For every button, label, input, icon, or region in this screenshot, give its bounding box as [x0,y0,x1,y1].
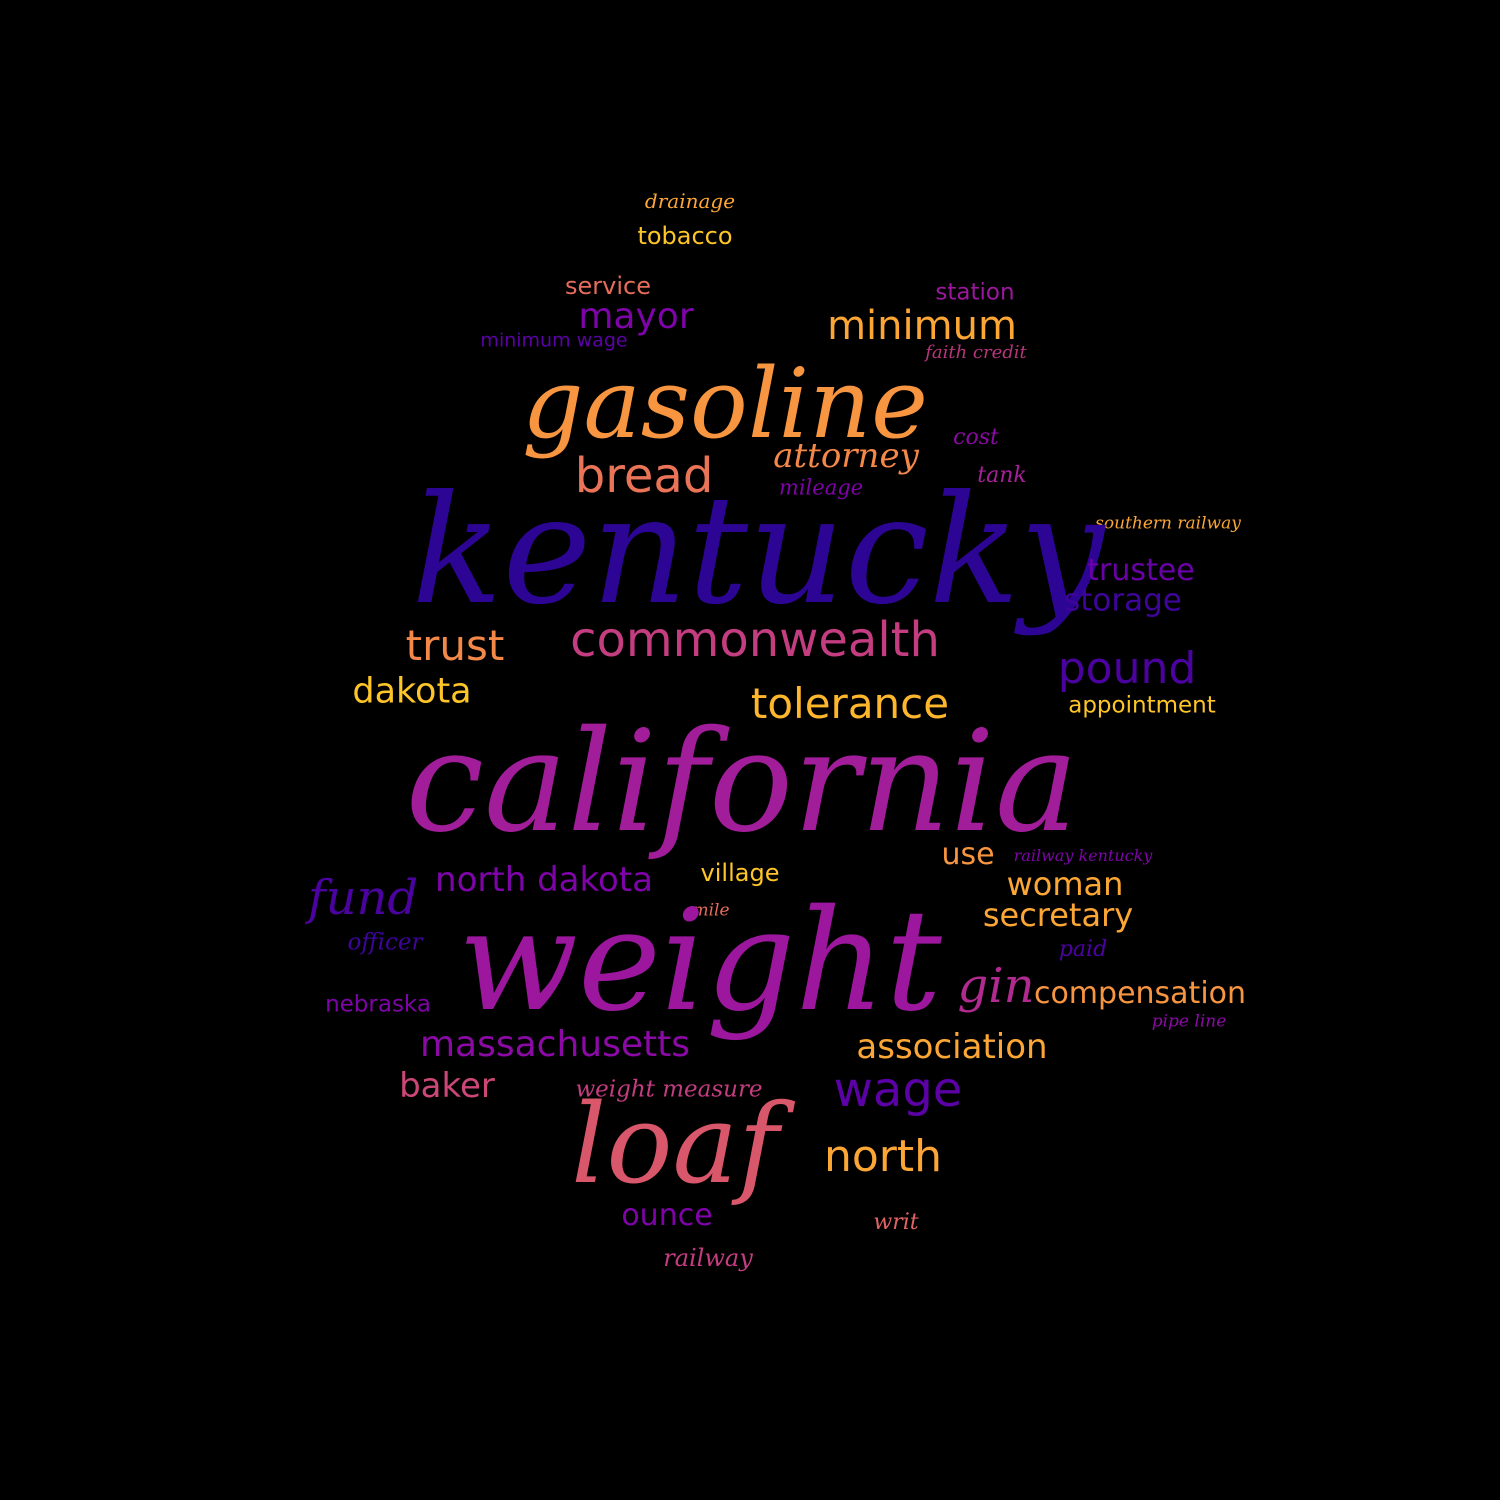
word-massachusetts: massachusetts [419,1024,691,1065]
word-woman: woman [1006,865,1124,903]
word-faith-credit: faith credit [925,342,1027,363]
word-mayor: mayor [578,296,694,337]
word-nebraska: nebraska [325,991,431,1018]
word-wage: wage [833,1062,963,1118]
word-fund: fund [307,870,419,926]
word-paid: paid [1058,937,1108,962]
word-ounce: ounce [621,1198,713,1233]
word-trust: trust [405,621,505,670]
word-cost: cost [953,425,999,450]
word-tobacco: tobacco [637,222,733,250]
word-association: association [856,1027,1048,1067]
word-station: station [935,279,1015,306]
word-minimum-wage: minimum wage [480,329,628,352]
word-secretary: secretary [982,896,1134,934]
word-minimum: minimum [827,303,1017,349]
word-railway: railway [663,1244,753,1272]
word-weight: weight [458,880,942,1043]
word-california: california [405,701,1079,864]
word-baker: baker [399,1066,495,1106]
word-service: service [565,272,651,300]
word-mile: mile [692,900,730,921]
word-gasoline: gasoline [522,348,928,460]
word-pound: pound [1057,643,1197,694]
word-village: village [700,859,780,887]
word-weight-measure: weight measure [575,1076,763,1103]
word-north-dakota: north dakota [435,860,653,900]
word-attorney: attorney [773,436,919,476]
word-pipe-line: pipe line [1151,1011,1227,1032]
word-commonwealth: commonwealth [570,612,940,668]
word-officer: officer [347,929,423,956]
word-gin: gin [957,958,1035,1014]
word-north: north [823,1131,943,1182]
word-tank: tank [977,463,1027,488]
word-drainage: drainage [644,189,736,213]
word-writ: writ [873,1210,919,1235]
word-trustee: trustee [1087,553,1195,588]
word-mileage: mileage [778,475,864,500]
word-use: use [941,837,995,872]
word-southern-railway: southern railway [1095,513,1241,534]
word-appointment: appointment [1068,692,1216,719]
word-dakota: dakota [352,671,472,712]
word-kentucky: kentucky [411,464,1105,638]
word-railway-kentucky: railway kentucky [1013,846,1153,865]
word-loaf: loaf [571,1080,779,1208]
word-compensation: compensation [1033,976,1247,1011]
word-bread: bread [574,448,714,504]
word-tolerance: tolerance [750,679,950,728]
word-storage: storage [1064,582,1182,619]
